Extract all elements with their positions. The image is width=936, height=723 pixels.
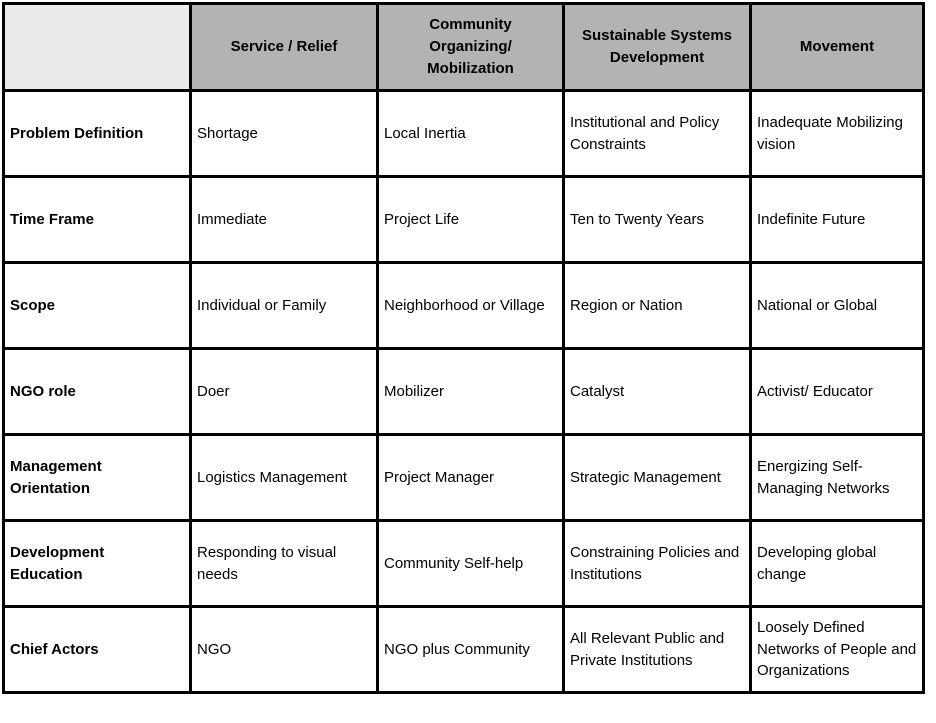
column-header-community-organizing: Community Organizing/ Mobilization [376, 2, 565, 92]
row-label: Problem Definition [2, 89, 192, 178]
data-cell: Mobilizer [376, 347, 565, 436]
row-label: Development Education [2, 519, 192, 608]
data-cell: Energizing Self-Managing Networks [749, 433, 925, 522]
data-cell: Doer [189, 347, 379, 436]
column-header-movement: Movement [749, 2, 925, 92]
column-header-sustainable-systems: Sustainable Systems Development [562, 2, 752, 92]
data-cell: Strategic Management [562, 433, 752, 522]
data-cell: All Relevant Public and Private Institut… [562, 605, 752, 694]
comparison-table: Service / Relief Community Organizing/ M… [2, 2, 925, 694]
data-cell: Constraining Policies and Institutions [562, 519, 752, 608]
table-row-ngo-role: NGO role Doer Mobilizer Catalyst Activis… [2, 347, 925, 436]
data-cell: Individual or Family [189, 261, 379, 350]
data-cell: Developing global change [749, 519, 925, 608]
data-cell: National or Global [749, 261, 925, 350]
data-cell: Inadequate Mobilizing vision [749, 89, 925, 178]
row-label: Chief Actors [2, 605, 192, 694]
data-cell: NGO [189, 605, 379, 694]
data-cell: Institutional and Policy Constraints [562, 89, 752, 178]
data-cell: NGO plus Community [376, 605, 565, 694]
row-label: NGO role [2, 347, 192, 436]
data-cell: Local Inertia [376, 89, 565, 178]
table-row-management-orientation: Management Orientation Logistics Managem… [2, 433, 925, 522]
header-row: Service / Relief Community Organizing/ M… [2, 2, 925, 92]
data-cell: Loosely Defined Networks of People and O… [749, 605, 925, 694]
data-cell: Neighborhood or Village [376, 261, 565, 350]
data-cell: Indefinite Future [749, 175, 925, 264]
table-row-problem-definition: Problem Definition Shortage Local Inerti… [2, 89, 925, 178]
table-row-scope: Scope Individual or Family Neighborhood … [2, 261, 925, 350]
data-cell: Catalyst [562, 347, 752, 436]
data-cell: Ten to Twenty Years [562, 175, 752, 264]
data-cell: Responding to visual needs [189, 519, 379, 608]
data-cell: Project Life [376, 175, 565, 264]
data-cell: Activist/ Educator [749, 347, 925, 436]
corner-cell [2, 2, 192, 92]
row-label: Scope [2, 261, 192, 350]
data-cell: Project Manager [376, 433, 565, 522]
table-row-time-frame: Time Frame Immediate Project Life Ten to… [2, 175, 925, 264]
table-row-chief-actors: Chief Actors NGO NGO plus Community All … [2, 605, 925, 694]
data-cell: Region or Nation [562, 261, 752, 350]
row-label: Management Orientation [2, 433, 192, 522]
row-label: Time Frame [2, 175, 192, 264]
data-cell: Community Self-help [376, 519, 565, 608]
data-cell: Immediate [189, 175, 379, 264]
column-header-service-relief: Service / Relief [189, 2, 379, 92]
data-cell: Logistics Management [189, 433, 379, 522]
data-cell: Shortage [189, 89, 379, 178]
table-row-development-education: Development Education Responding to visu… [2, 519, 925, 608]
